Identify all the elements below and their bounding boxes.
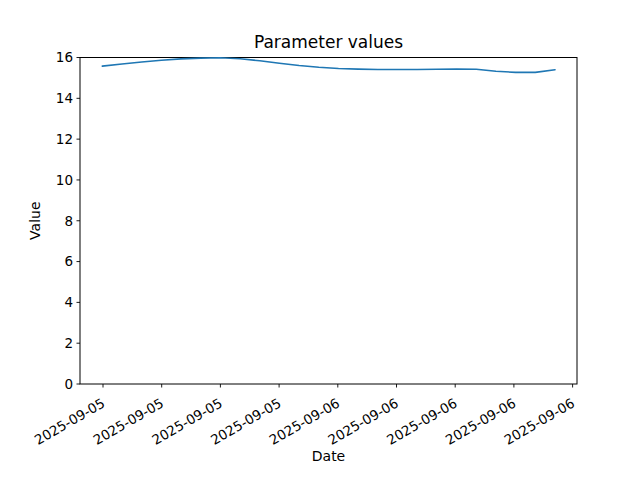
y-tick-label: 0 (64, 376, 73, 392)
parameter-chart: Parameter values 0 2 4 6 8 10 12 14 16 2025-09-0… (0, 0, 640, 480)
figure-canvas: Parameter values 0 2 4 6 8 10 12 14 16 2025-09-0… (0, 0, 640, 480)
y-axis-label: Value (27, 201, 43, 239)
y-tick-label: 2 (64, 335, 73, 351)
x-axis-ticks: 2025-09-052025-09-052025-09-052025-09-05… (32, 384, 578, 448)
y-tick-label: 8 (64, 213, 73, 229)
y-tick-label: 16 (56, 49, 73, 65)
chart-title: Parameter values (254, 32, 403, 52)
y-tick-label: 10 (56, 172, 73, 188)
y-tick-label: 12 (56, 131, 73, 147)
y-axis-ticks: 0 2 4 6 8 10 12 14 16 (56, 49, 80, 392)
x-axis-label: Date (312, 448, 345, 464)
y-tick-label: 6 (64, 253, 73, 269)
series-line (102, 58, 555, 73)
plot-area-border (80, 58, 577, 385)
y-tick-label: 14 (56, 90, 73, 106)
y-tick-label: 4 (64, 294, 73, 310)
